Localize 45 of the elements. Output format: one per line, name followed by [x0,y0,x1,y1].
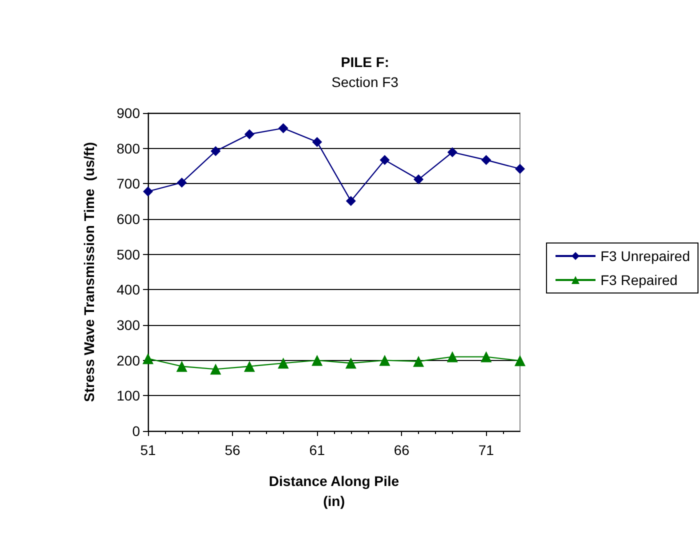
y-tick-label: 800 [116,140,140,156]
point [515,164,525,174]
point [380,154,390,165]
chart-subtitle: Section F3 [332,74,399,90]
y-tick-label: 300 [116,317,140,333]
y-tick-label: 500 [116,246,140,262]
point [312,354,323,366]
y-tick-label: 700 [116,176,140,192]
point [210,364,222,375]
point [481,154,492,165]
point [142,353,154,364]
point [480,351,492,362]
point [176,178,187,188]
point [278,123,288,134]
point [447,147,458,158]
y-tick-label: 400 [116,282,140,298]
point [413,356,424,367]
point [210,146,221,156]
x-tick-label: 51 [140,442,156,458]
x-axis-title: Distance Along Pile (in) [268,473,400,509]
y-axis-title: Stress Wave Transmission Time (us/ft) [81,142,97,402]
y-tick-label: 900 [116,105,140,121]
y-tick-label: 100 [116,388,140,404]
x-tick-label: 66 [394,442,410,458]
point [414,174,424,184]
point [176,360,188,372]
x-tick-label: 56 [224,442,241,458]
point [345,358,356,369]
point [312,136,322,147]
point [244,360,255,372]
point [278,358,289,369]
y-tick-label: 0 [132,423,140,439]
point [514,355,526,366]
y-tick-label: 600 [116,211,140,227]
x-tick-label: 71 [478,442,494,458]
x-tick-label: 61 [309,442,326,458]
point [446,351,458,362]
chart-title: PILE F: [340,54,390,70]
y-tick-label: 200 [116,352,140,368]
point [244,129,254,140]
point [379,354,390,366]
point [346,196,356,206]
point [143,186,153,196]
legend-label: F3 Unrepaired [600,248,690,264]
legend-label: F3 Repaired [600,272,678,288]
